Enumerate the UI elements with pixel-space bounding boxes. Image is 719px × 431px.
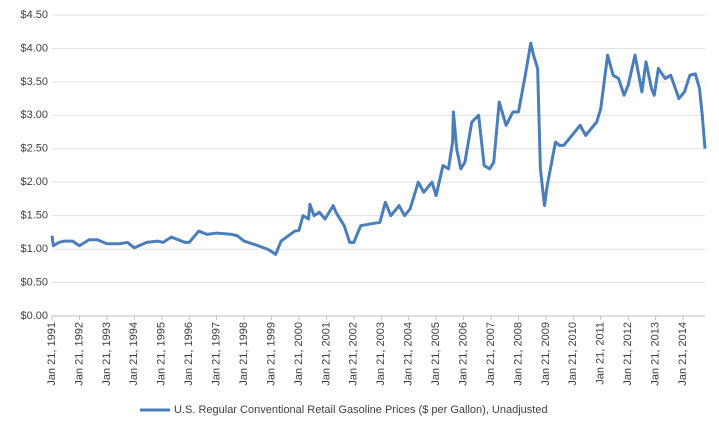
x-tick-label: Jan 21, 1994 bbox=[128, 322, 140, 386]
x-tick-label: Jan 21, 2000 bbox=[293, 322, 305, 386]
y-tick-label: $1.00 bbox=[20, 243, 48, 255]
x-tick-label: Jan 21, 2008 bbox=[512, 322, 524, 386]
y-tick-label: $3.50 bbox=[20, 76, 48, 88]
x-tick-label: Jan 21, 2013 bbox=[650, 322, 662, 386]
x-tick-label: Jan 21, 1992 bbox=[73, 322, 85, 386]
price-line bbox=[50, 41, 707, 256]
x-tick-label: Jan 21, 2014 bbox=[677, 322, 689, 386]
y-tick-label: $2.50 bbox=[20, 143, 48, 155]
x-tick-label: Jan 21, 2010 bbox=[567, 322, 579, 386]
x-tick-label: Jan 21, 2003 bbox=[375, 322, 387, 386]
x-tick-label: Jan 21, 1997 bbox=[211, 322, 223, 386]
y-tick-label: $4.00 bbox=[20, 42, 48, 54]
x-tick-label: Jan 21, 2007 bbox=[485, 322, 497, 386]
x-tick-label: Jan 21, 1991 bbox=[46, 322, 58, 386]
y-tick-label: $3.00 bbox=[20, 109, 48, 121]
x-tick-label: Jan 21, 1998 bbox=[238, 322, 250, 386]
x-tick-label: Jan 21, 2011 bbox=[595, 322, 607, 385]
x-tick-label: Jan 21, 2002 bbox=[348, 322, 360, 386]
y-tick-label: $1.50 bbox=[20, 210, 48, 222]
y-tick-label: $0.50 bbox=[20, 276, 48, 288]
y-tick-label: $4.50 bbox=[20, 9, 48, 21]
x-tick-label: Jan 21, 2012 bbox=[622, 322, 634, 386]
x-tick-label: Jan 21, 2009 bbox=[540, 322, 552, 386]
y-tick-label: $2.00 bbox=[20, 176, 48, 188]
x-tick-label: Jan 21, 2001 bbox=[320, 322, 332, 386]
legend-label: U.S. Regular Conventional Retail Gasolin… bbox=[174, 404, 548, 416]
x-tick-label: Jan 21, 2005 bbox=[430, 322, 442, 386]
y-tick-label: $0.00 bbox=[20, 310, 48, 322]
x-tick-label: Jan 21, 1993 bbox=[101, 322, 113, 386]
x-tick-label: Jan 21, 2006 bbox=[457, 322, 469, 386]
x-tick-label: Jan 21, 1996 bbox=[183, 322, 195, 386]
x-tick-label: Jan 21, 1999 bbox=[265, 322, 277, 386]
x-tick-label: Jan 21, 1995 bbox=[156, 322, 168, 386]
x-tick-label: Jan 21, 2004 bbox=[403, 322, 415, 386]
